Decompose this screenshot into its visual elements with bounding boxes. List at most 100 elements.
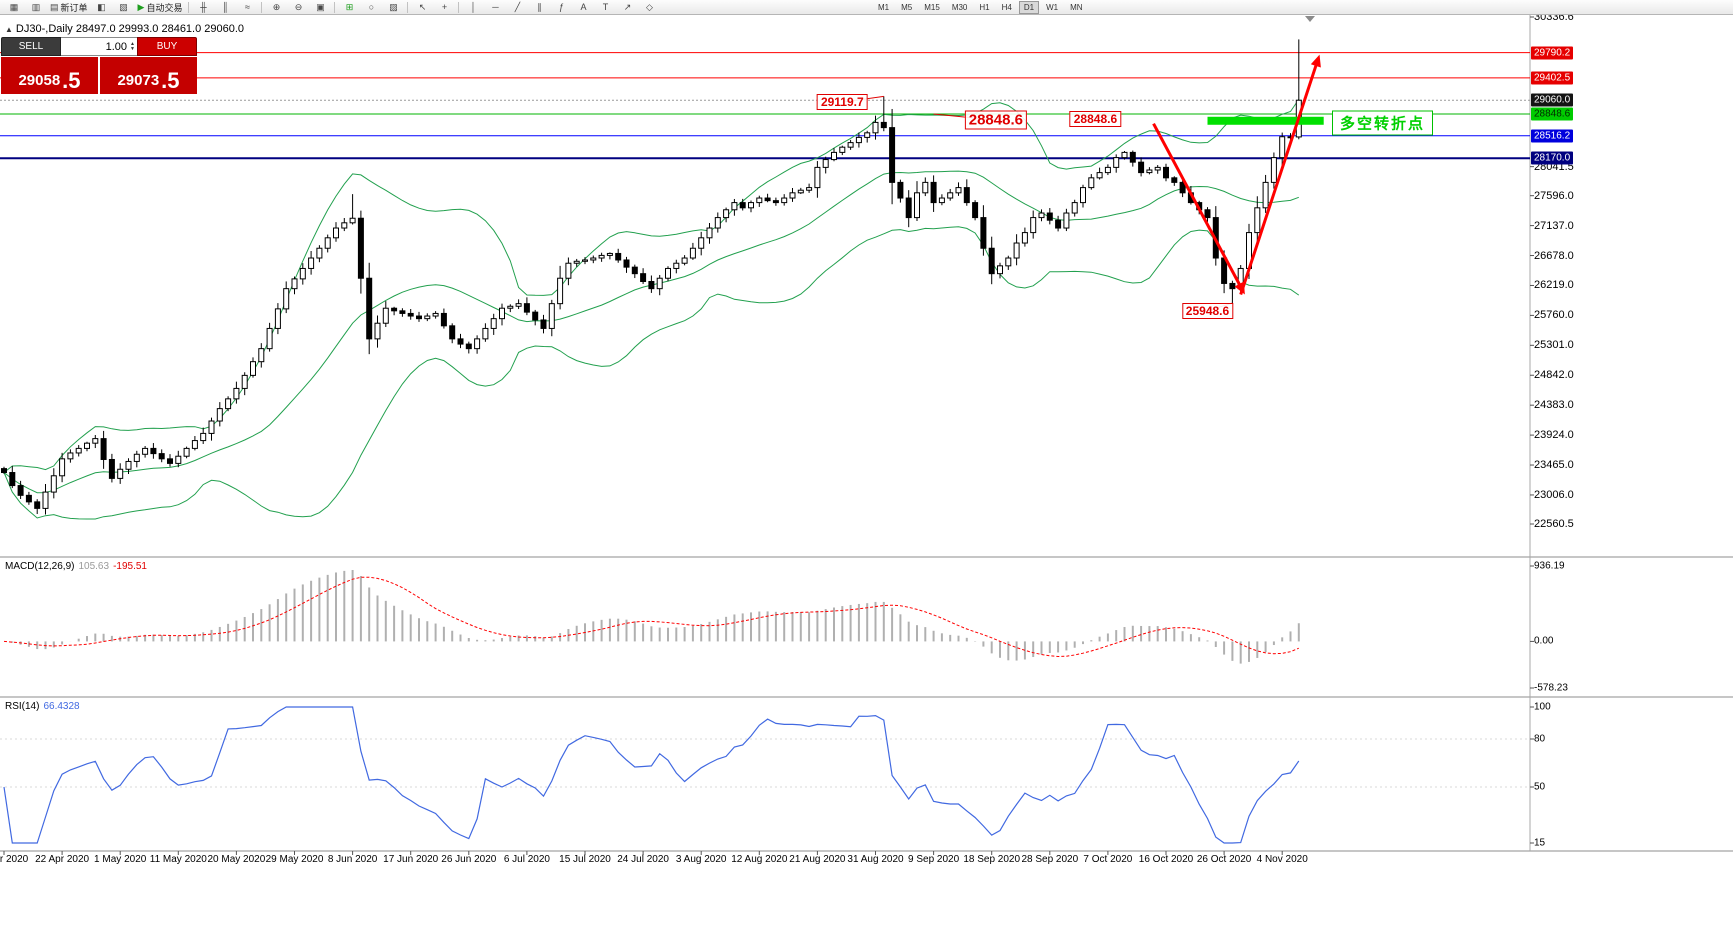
timeframe-M15[interactable]: M15 [924,3,940,12]
price-scale-tick: 23465.0 [1534,459,1574,472]
scale-tick-marks [3,16,1534,855]
time-axis-label: 3 Aug 2020 [675,854,727,865]
trade-panel-top-row: SELL 1.00 ▲ ▼ BUY [1,37,197,56]
macd-layer [3,569,1300,664]
time-axis-label: 18 Sep 2020 [963,854,1021,865]
turning-point-label[interactable]: 多空转折点 [1332,110,1434,136]
rsi-scale-tick: 15 [1534,837,1546,849]
time-axis-label: 1 May 2020 [94,854,147,865]
spinner-up-icon[interactable]: ▲ [130,40,135,47]
time-axis-label: 6 Jul 2020 [503,854,550,865]
new-order-button-label: 新订单 [60,2,88,13]
rsi-scale-tick: 100 [1534,701,1551,713]
channel-icon[interactable]: ∥ [537,1,542,12]
line-chart-icon[interactable]: ≈ [244,2,250,12]
trendline-icon[interactable]: ╱ [514,1,521,12]
down-swing-arrow[interactable] [1152,122,1244,290]
profiles-icon[interactable]: ▥ [31,1,41,12]
volume-value: 1.00 [105,40,128,53]
cursor-icon[interactable]: ↖ [418,1,427,12]
macd-main-value: 105.63 [78,561,110,572]
text-icon[interactable]: A [580,2,587,12]
autotrading-button[interactable]: ▶ 自动交易 [137,1,183,13]
new-chart-icon[interactable]: ▦ [9,1,19,12]
rsi-name: RSI(14) [5,701,40,712]
timeframe-M1[interactable]: M1 [878,3,890,12]
one-click-trading-panel: SELL 1.00 ▲ ▼ BUY 29058.5 29073.5 [1,37,197,94]
time-axis-label: 22 Apr 2020 [35,854,90,865]
time-axis-label: 4 Nov 2020 [1256,854,1308,865]
time-axis-label: 7 Oct 2020 [1083,854,1133,865]
buy-price[interactable]: 29073.5 [100,57,197,94]
tile-windows-icon[interactable]: ▣ [316,1,325,12]
rsi-scale-tick: 80 [1534,733,1546,745]
low-label-25948[interactable]: 25948.6 [1181,302,1234,319]
zoom-in-icon[interactable]: ⊕ [272,1,281,12]
level-label-28848-small[interactable]: 28848.6 [1069,110,1122,127]
price-scale-badge: 29060.0 [1531,93,1574,107]
sell-price[interactable]: 29058.5 [1,57,98,94]
chart-window-icon[interactable]: ◧ [97,1,106,12]
price-scale-tick: 23924.0 [1534,429,1574,442]
high-label-29119[interactable]: 29119.7 [816,94,868,111]
rsi-scale-tick: 50 [1534,781,1546,793]
timeframe-M5[interactable]: M5 [901,3,913,12]
vertical-line-icon[interactable]: │ [470,2,477,12]
callout-leaders [842,95,1233,312]
level-label-28848-big[interactable]: 28848.6 [964,110,1027,130]
sell-price-big: 29058 [18,72,61,89]
time-axis-label: 24 Jul 2020 [617,854,669,865]
toolbar: ▦ ▥ ▤ 新订单 ◧ ▧ ▶ 自动交易 ╫ ║ ≈ ⊕ ⊖ ▣ ⊞ ○ ▨ ↖ + │ ─ ╱ ∥ ƒ A T ↗ ◇ M1 M5 M15… [0,0,1733,15]
time-axis-label: 9 Sep 2020 [908,854,960,865]
buy-button[interactable]: BUY [137,37,197,56]
timeframe-M30[interactable]: M30 [951,3,968,12]
zoom-out-icon[interactable]: ⊖ [294,1,303,12]
volume-input[interactable]: 1.00 ▲ ▼ [61,37,137,56]
trade-panel-divider [98,57,100,94]
macd-scale-tick: 936.19 [1534,560,1565,572]
panel-separators [0,15,1733,852]
up-swing-arrow[interactable] [1239,59,1320,295]
price-scale-badge: 29402.5 [1531,71,1574,85]
spinner-down-icon[interactable]: ▼ [130,45,135,52]
time-axis-label: 29 May 2020 [265,854,324,865]
shapes-icon[interactable]: ◇ [646,1,653,12]
timeframe-H4[interactable]: H4 [1001,3,1012,12]
price-scale-tick: 23006.0 [1534,488,1574,501]
navigator-icon[interactable]: ▧ [119,1,128,12]
price-scale-tick: 26678.0 [1534,249,1574,262]
timeframe-H1[interactable]: H1 [979,3,990,12]
crosshair-icon[interactable]: + [441,2,448,12]
timeframe-D1[interactable]: D1 [1018,1,1040,14]
new-order-button[interactable]: ▤ 新订单 [50,1,88,13]
macd-name: MACD(12,26,9) [5,561,75,572]
time-axis-label: 17 Jun 2020 [383,854,439,865]
bar-chart-icon[interactable]: ╫ [200,2,207,12]
arrows-tool-icon[interactable]: ↗ [623,1,632,12]
turning-point-zone[interactable] [1207,116,1324,125]
indicators-icon[interactable]: ⊞ [345,1,354,12]
price-scale-badge: 28516.2 [1531,129,1574,143]
price-scale-tick: 24842.0 [1534,369,1574,382]
buy-price-big: 29073 [117,72,160,89]
timeframe-W1[interactable]: W1 [1046,3,1059,12]
macd-scale-tick: 0.00 [1534,635,1554,647]
price-scale-tick: 26219.0 [1534,279,1574,292]
horizontal-line-icon[interactable]: ─ [492,2,499,12]
sell-button[interactable]: SELL [1,37,61,56]
symbol-title-text: DJ30-,Daily 28497.0 29993.0 28461.0 2906… [15,23,245,35]
sell-price-frac: .5 [62,68,81,93]
fibonacci-icon[interactable]: ƒ [558,2,564,12]
label-icon[interactable]: T [602,2,609,12]
templates-icon[interactable]: ▨ [389,1,398,12]
macd-signal-value: -195.51 [113,561,147,572]
candlestick-chart-icon[interactable]: ║ [222,2,229,12]
macd-indicator-label: MACD(12,26,9) 105.63 -195.51 [5,561,147,572]
volume-spinner[interactable]: ▲ ▼ [130,40,135,52]
turning-point-zone [1207,116,1324,125]
toolbar-separator [188,1,190,13]
timeframe-MN[interactable]: MN [1070,3,1083,12]
periods-icon[interactable]: ○ [368,2,375,12]
